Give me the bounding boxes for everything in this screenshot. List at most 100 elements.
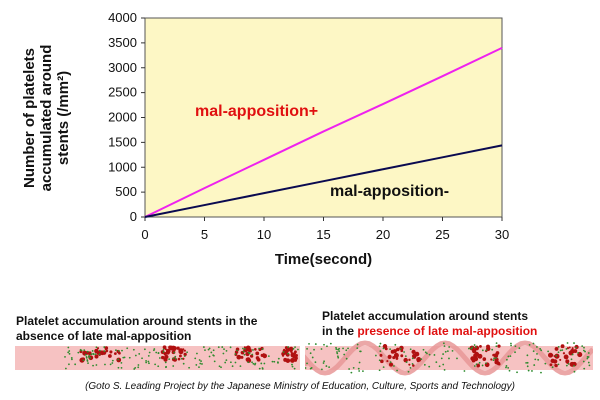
source-credit: (Goto S. Leading Project by the Japanese… [85, 381, 515, 392]
y-axis-label-line: stents (/mm²) [55, 71, 72, 165]
platelet-dot [442, 363, 445, 366]
platelet-dot [420, 358, 423, 361]
platelet-cluster-dot [471, 358, 476, 363]
platelet-dot [218, 365, 221, 368]
caption-absence-line1: Platelet accumulation around stents in t… [16, 314, 258, 328]
platelet-cluster-dot [163, 346, 166, 350]
platelet-dot [337, 356, 340, 359]
platelet-cluster-dot [294, 353, 298, 358]
platelet-dot [174, 357, 177, 360]
platelet-dot [433, 354, 436, 356]
platelet-cluster-dot [550, 358, 555, 364]
platelet-cluster-dot [168, 345, 173, 350]
platelet-dot [244, 347, 246, 350]
platelet-cluster-dot [104, 347, 108, 351]
platelet-dot [208, 347, 211, 350]
platelet-dot [120, 361, 123, 364]
platelet-cluster-dot [416, 359, 420, 363]
platelet-dot [537, 358, 540, 361]
platelet-dot [345, 349, 348, 352]
platelet-dot [291, 363, 293, 366]
platelet-dot [378, 369, 381, 372]
platelet-cluster-dot [400, 354, 404, 358]
platelet-dot [95, 346, 98, 349]
platelet-dot [208, 355, 211, 358]
platelet-dot [91, 350, 94, 352]
platelet-dot [64, 367, 67, 370]
platelet-cluster-dot [255, 356, 260, 360]
platelet-dot [394, 343, 397, 346]
platelet-dot [577, 351, 580, 354]
platelet-dot [252, 362, 255, 365]
platelet-dot [200, 360, 202, 363]
platelet-dot [145, 359, 147, 362]
platelet-dot [85, 353, 87, 356]
platelet-dot [122, 356, 125, 359]
platelet-dot [306, 362, 308, 365]
platelet-dot [379, 350, 382, 353]
platelet-dot [133, 368, 136, 370]
platelet-dot [514, 345, 517, 348]
platelet-dot [428, 365, 431, 368]
platelet-dot [137, 366, 140, 369]
platelet-cluster-dot [108, 354, 112, 358]
y-tick-label: 3500 [108, 35, 137, 50]
platelet-dot [186, 351, 189, 354]
platelet-dot [314, 361, 317, 364]
platelet-dot [121, 349, 123, 352]
platelet-dot [111, 359, 114, 362]
platelet-dot [586, 357, 589, 360]
platelet-dot [258, 367, 261, 370]
platelet-dot [505, 366, 507, 369]
x-tick-label: 10 [257, 227, 271, 242]
platelet-cluster-dot [553, 355, 556, 358]
platelet-dot [342, 347, 344, 350]
platelet-dot [128, 356, 131, 359]
platelet-dot [277, 361, 279, 364]
platelet-dot [213, 360, 216, 363]
platelet-dot [287, 352, 289, 355]
platelet-dot [443, 345, 446, 348]
platelet-dot [117, 349, 120, 352]
platelet-dot [473, 365, 476, 367]
platelet-cluster-dot [490, 358, 493, 361]
platelet-dot [525, 361, 528, 364]
platelet-dot [145, 361, 148, 364]
platelet-dot [271, 360, 274, 363]
platelet-dot [199, 362, 202, 365]
platelet-dot [239, 365, 242, 368]
platelet-dot [258, 347, 260, 350]
platelet-cluster-dot [260, 353, 264, 358]
platelet-dot [188, 366, 191, 369]
platelet-dot [297, 348, 299, 351]
platelet-dot [229, 361, 232, 364]
platelet-dot [582, 349, 585, 352]
platelet-dot [67, 351, 70, 354]
platelet-cluster-dot [387, 354, 392, 359]
platelet-dot [448, 346, 451, 348]
platelet-dot [172, 357, 175, 360]
platelet-dot [323, 360, 325, 363]
platelet-dot [411, 362, 414, 365]
platelet-dot [378, 359, 381, 362]
y-axis-label-line: Number of platelets [21, 48, 38, 188]
platelet-dot [207, 348, 210, 351]
platelet-dot [313, 348, 315, 351]
platelet-dot [567, 362, 570, 365]
platelet-dot [451, 349, 454, 352]
vessel-image-presence [305, 340, 593, 376]
platelet-dot [222, 352, 225, 355]
platelet-dot [77, 351, 80, 354]
platelet-cluster-dot [554, 363, 558, 368]
platelet-dot [584, 350, 586, 353]
platelet-dot [67, 346, 70, 349]
platelet-dot [111, 362, 114, 364]
platelet-dot [292, 347, 295, 350]
platelet-dot [88, 356, 91, 358]
y-tick-label: 2500 [108, 85, 137, 100]
platelet-dot [440, 357, 443, 360]
platelet-dot [104, 363, 106, 366]
platelet-dot [358, 370, 361, 372]
platelet-dot [309, 352, 312, 355]
platelet-dot [143, 348, 146, 351]
